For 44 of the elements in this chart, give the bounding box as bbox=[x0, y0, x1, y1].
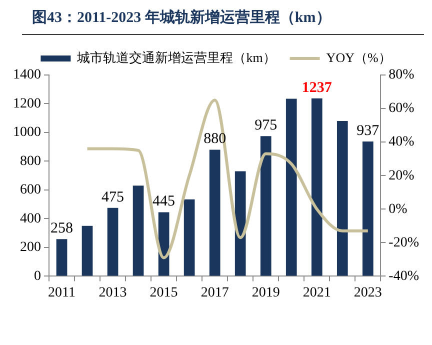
y-tick-label: 1400 bbox=[13, 68, 41, 83]
x-tick-label: 2021 bbox=[302, 285, 331, 300]
bar bbox=[286, 98, 297, 276]
y2-tick-label: 0% bbox=[388, 202, 408, 217]
x-tick-label: 2011 bbox=[48, 285, 76, 300]
bar bbox=[82, 226, 93, 276]
y2-tick-label: -40% bbox=[388, 268, 420, 284]
x-tick-label: 2017 bbox=[200, 285, 229, 300]
y2-tick-label: 60% bbox=[388, 101, 415, 116]
x-tick-label: 2013 bbox=[98, 285, 127, 300]
data-label: 1237 bbox=[302, 80, 332, 96]
bar bbox=[362, 142, 374, 276]
bar bbox=[132, 186, 144, 276]
y2-tick-label: 40% bbox=[388, 134, 415, 150]
y-tick-label: 800 bbox=[20, 154, 41, 169]
data-label: 880 bbox=[204, 131, 226, 148]
y-tick-label: 1000 bbox=[13, 125, 41, 140]
x-tick-label: 2019 bbox=[252, 285, 280, 300]
bar bbox=[56, 239, 68, 276]
bar bbox=[336, 120, 348, 276]
y2-tick-label: -20% bbox=[388, 235, 420, 250]
x-tick-label: 2023 bbox=[354, 285, 382, 300]
data-label: 937 bbox=[356, 122, 380, 139]
y-tick-label: 1200 bbox=[13, 96, 41, 112]
y-tick-label: 0 bbox=[34, 268, 41, 284]
bar bbox=[234, 171, 246, 276]
y2-tick-label: 20% bbox=[388, 168, 415, 184]
data-label: 475 bbox=[102, 189, 124, 206]
y2-tick-label: 80% bbox=[388, 68, 415, 83]
legend-label: YOY（%） bbox=[326, 50, 392, 65]
bar bbox=[260, 136, 272, 276]
legend-label: 城市轨道交通新增运营里程（km） bbox=[76, 50, 276, 65]
y-tick-label: 600 bbox=[20, 182, 41, 198]
x-tick-label: 2015 bbox=[150, 285, 178, 300]
bar bbox=[184, 199, 195, 276]
chart-title: 图43：2011-2023 年城轨新增运营里程（km） bbox=[32, 8, 331, 27]
data-label: 258 bbox=[50, 220, 74, 237]
data-label: 445 bbox=[152, 194, 176, 210]
bar bbox=[209, 150, 220, 276]
bar bbox=[311, 98, 322, 276]
bar bbox=[107, 208, 118, 276]
y-tick-label: 200 bbox=[20, 240, 41, 256]
data-label: 975 bbox=[254, 118, 278, 134]
y-tick-label: 400 bbox=[20, 211, 41, 226]
